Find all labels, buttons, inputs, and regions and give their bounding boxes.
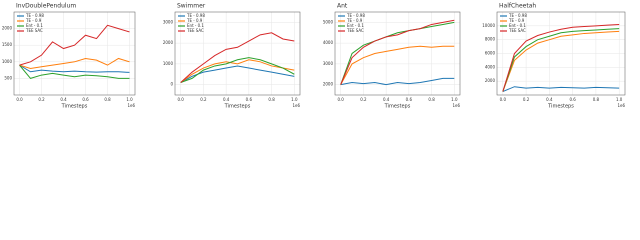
legend-label: Ent - 0.1 [347, 23, 364, 28]
x-exponent: 1e6 [452, 103, 460, 108]
y-tick-label: 2000 [2, 26, 13, 31]
legend-label: TEE SAC [25, 28, 43, 33]
y-tick-label: 1000 [2, 59, 13, 64]
line [180, 57, 295, 84]
x-tick-label: 0.8 [104, 97, 111, 102]
x-tick-label: 0.0 [177, 97, 184, 102]
y-tick-label: 4000 [323, 40, 334, 45]
figure: 500 1000 1500 2000 0.0 0.2 0.4 0.6 0.8 1.0 InvDoub… [2, 3, 626, 110]
legend-label: TE - 0.98 [186, 13, 205, 18]
x-tick-label: 0.6 [82, 97, 89, 102]
y-tick-label: 2000 [485, 78, 496, 83]
x-tick-label: 0.2 [523, 97, 530, 102]
x-axis-label: Timesteps [61, 104, 88, 110]
y-tick-label: 6000 [485, 51, 496, 56]
line [180, 59, 295, 83]
y-tick-label: 3000 [323, 61, 334, 66]
x-tick-label: 1.0 [451, 97, 458, 102]
x-exponent: 1e6 [127, 103, 135, 108]
line [19, 64, 130, 79]
x-tick-label: 0.6 [246, 97, 253, 102]
x-tick-label: 0.0 [500, 97, 507, 102]
y-tick-label: 8000 [485, 37, 496, 42]
x-tick-label: 0.4 [60, 97, 67, 102]
y-tick-label: 1000 [163, 61, 174, 66]
line [340, 19, 455, 85]
x-tick-label: 0.4 [546, 97, 553, 102]
chart-title: Swimmer [177, 3, 206, 10]
legend-label: Ent - 0.1 [509, 23, 526, 28]
legend-label: TE - 0.9 [346, 18, 363, 23]
x-axis-label: Timesteps [224, 104, 251, 110]
y-tick-label: 1500 [2, 42, 13, 47]
legend-label: TE - 0.98 [508, 13, 527, 18]
plot-frame [13, 11, 136, 96]
x-tick-label: 0.2 [38, 97, 45, 102]
x-exponent: 1e6 [292, 103, 300, 108]
x-exponent: 1e6 [617, 103, 625, 108]
x-axis-label: Timesteps [547, 104, 574, 110]
x-axis-label: Timesteps [384, 104, 411, 110]
legend-label: TE - 0.9 [508, 18, 525, 23]
y-tick-label: 5000 [323, 19, 334, 24]
legend-label: TEE SAC [186, 28, 204, 33]
x-tick-label: 0.0 [16, 97, 23, 102]
line [180, 65, 295, 83]
legend-label: Ent - 0.1 [26, 23, 43, 28]
x-tick-label: 0.2 [200, 97, 207, 102]
x-tick-label: 0.8 [593, 97, 600, 102]
chart-title: HalfCheetah [499, 3, 536, 10]
x-tick-label: 0.8 [428, 97, 435, 102]
line [19, 57, 130, 69]
line [19, 64, 130, 73]
legend-label: TE - 0.98 [346, 13, 365, 18]
plot-frame [334, 11, 461, 96]
y-tick-label: 3000 [163, 19, 174, 24]
y-tick-label: 0 [170, 82, 173, 87]
y-tick-label: 2000 [323, 82, 334, 87]
y-tick-label: 4000 [485, 64, 496, 69]
line [340, 45, 455, 85]
x-tick-label: 0.6 [569, 97, 576, 102]
x-tick-label: 0.2 [360, 97, 367, 102]
line [19, 24, 130, 66]
legend-label: TE - 0.9 [186, 18, 203, 23]
line [502, 86, 620, 93]
y-tick-label: 2000 [163, 40, 174, 45]
plot-frame [174, 11, 301, 96]
y-tick-label: 500 [4, 75, 12, 80]
x-tick-label: 0.0 [337, 97, 344, 102]
plot-frame [496, 11, 626, 96]
x-tick-label: 0.8 [268, 97, 275, 102]
line [340, 77, 455, 86]
x-tick-label: 1.0 [616, 97, 623, 102]
legend-label: Ent - 0.1 [187, 23, 204, 28]
chart-title: Ant [337, 3, 348, 10]
legend-label: TEE SAC [508, 28, 526, 33]
legend-label: TE - 0.9 [25, 18, 42, 23]
line [502, 30, 620, 92]
y-tick-label: 10000 [482, 23, 495, 28]
chart-title: InvDoublePendulum [16, 3, 76, 10]
line [340, 21, 455, 85]
x-tick-label: 1.0 [126, 97, 133, 102]
x-tick-label: 1.0 [291, 97, 298, 102]
x-tick-label: 0.4 [383, 97, 390, 102]
x-tick-label: 0.6 [406, 97, 413, 102]
x-tick-label: 0.4 [223, 97, 230, 102]
line [502, 28, 620, 92]
line [180, 32, 295, 83]
legend-label: TE - 0.98 [25, 13, 44, 18]
line [502, 23, 620, 92]
legend-label: TEE SAC [346, 28, 364, 33]
